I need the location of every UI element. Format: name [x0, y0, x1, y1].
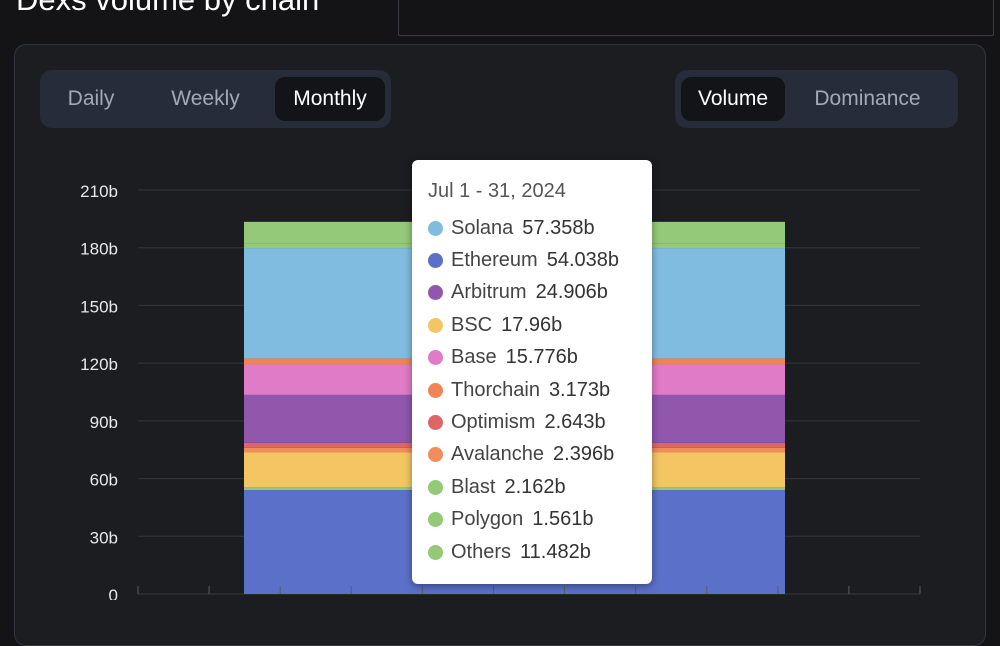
tooltip-series-value: 17.96b	[501, 313, 563, 336]
tooltip-series-value: 15.776b	[505, 346, 578, 369]
y-tick-label: 150b	[80, 297, 118, 316]
tooltip-series-name: BSC	[451, 313, 493, 336]
tooltip-series-name: Base	[451, 346, 497, 369]
legend-dot-icon	[428, 350, 443, 366]
y-tick-label: 90b	[90, 413, 118, 432]
legend-dot-icon	[428, 285, 443, 301]
chart-tooltip: Jul 1 - 31, 2024 Solana 57.358b Ethereum 54…	[412, 160, 652, 584]
tooltip-series-value: 57.358b	[522, 216, 595, 239]
tooltip-series-value: 3.173b	[548, 378, 611, 401]
tooltip-row-avalanche: Avalanche 2.396b	[428, 439, 652, 471]
y-tick-label: 180b	[80, 240, 118, 259]
dominance-button[interactable]: Dominance	[814, 87, 921, 110]
tooltip-row-base: Base 15.776b	[428, 342, 652, 374]
volume-button[interactable]: Volume	[681, 77, 785, 121]
tooltip-series-value: 11.482b	[520, 540, 591, 563]
legend-dot-icon	[428, 382, 443, 398]
daily-button[interactable]: Daily	[67, 87, 115, 110]
tooltip-series-value: 54.038b	[546, 249, 620, 272]
tooltip-series-name: Avalanche	[451, 443, 545, 466]
tooltip-series-value: 2.643b	[544, 411, 606, 434]
tooltip-row-others: Others 11.482b	[428, 536, 652, 568]
y-axis: 0 30b 60b 90b 120b 150b 180b 210b	[80, 182, 118, 600]
legend-dot-icon	[428, 544, 443, 560]
monthly-button[interactable]: Monthly	[275, 77, 385, 121]
search-input[interactable]	[398, 0, 994, 36]
tooltip-row-arbitrum: Arbitrum 24.906b	[428, 277, 652, 309]
y-tick-label: 120b	[80, 355, 118, 374]
y-tick-label: 30b	[90, 528, 118, 547]
y-tick-label: 60b	[90, 471, 118, 490]
tooltip-series-name: Solana	[451, 216, 514, 239]
tooltip-series-name: Optimism	[451, 411, 536, 434]
x-axis	[137, 586, 921, 594]
y-tick-label: 0	[109, 586, 118, 600]
legend-dot-icon	[428, 479, 443, 495]
tooltip-row-solana: Solana 57.358b	[428, 212, 652, 244]
legend-dot-icon	[428, 415, 443, 431]
frequency-toggle: Daily Weekly Monthly	[40, 70, 391, 128]
legend-dot-icon	[428, 220, 443, 236]
legend-dot-icon	[428, 447, 443, 463]
tooltip-row-optimism: Optimism 2.643b	[428, 406, 652, 438]
tooltip-series-name: Arbitrum	[451, 281, 527, 304]
tooltip-date: Jul 1 - 31, 2024	[428, 180, 566, 202]
tooltip-series-name: Blast	[451, 475, 496, 498]
tooltip-series-value: 1.561b	[532, 508, 594, 531]
tooltip-row-bsc: BSC 17.96b	[428, 309, 652, 341]
legend-dot-icon	[428, 317, 443, 333]
tooltip-series-value: 24.906b	[535, 281, 608, 304]
tooltip-row-polygon: Polygon 1.561b	[428, 504, 652, 536]
weekly-button[interactable]: Weekly	[171, 87, 240, 110]
tooltip-series-name: Thorchain	[451, 378, 540, 401]
tooltip-series-name: Others	[451, 540, 512, 563]
legend-dot-icon	[428, 512, 443, 528]
tooltip-series-name: Polygon	[451, 508, 524, 531]
metric-toggle: Volume Dominance	[675, 70, 958, 128]
tooltip-series-value: 2.162b	[504, 475, 566, 498]
tooltip-row-thorchain: Thorchain 3.173b	[428, 374, 652, 406]
tooltip-series-name: Ethereum	[451, 249, 538, 272]
tooltip-series-value: 2.396b	[553, 443, 615, 466]
tooltip-row-ethereum: Ethereum 54.038b	[428, 244, 652, 276]
legend-dot-icon	[428, 253, 443, 269]
y-tick-label: 210b	[80, 182, 118, 201]
page-title: Dexs volume by chain	[16, 0, 319, 18]
tooltip-row-blast: Blast 2.162b	[428, 471, 652, 503]
